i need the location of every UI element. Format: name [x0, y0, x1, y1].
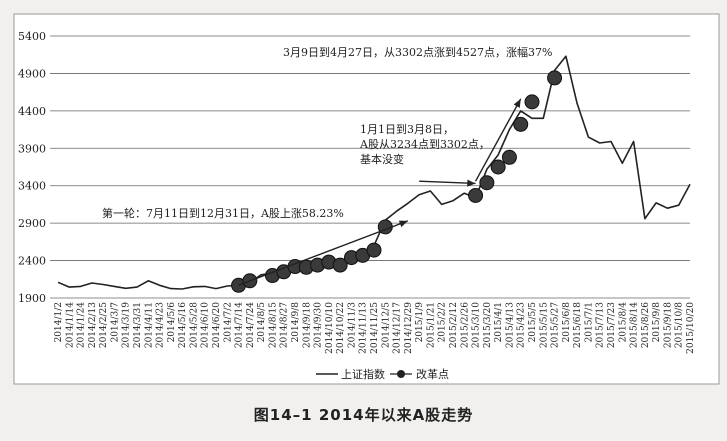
- x-tick-label: 2014/9/8: [291, 302, 301, 343]
- x-tick-label: 2015/4/1: [494, 302, 504, 342]
- x-tick-label: 2015/7/1: [584, 302, 594, 342]
- x-tick-label: 2015/5/15: [539, 302, 549, 348]
- legend-label: 改革点: [416, 367, 449, 381]
- x-tick-label: 2015/9/18: [663, 302, 673, 348]
- reform-point: [524, 94, 540, 110]
- x-tick-label: 2014/5/28: [189, 302, 199, 348]
- x-tick-label: 2015/3/10: [472, 302, 482, 348]
- annotation-arrow: [474, 98, 522, 182]
- y-tick-label: 5400: [18, 30, 46, 43]
- reform-point: [547, 70, 563, 86]
- x-tick-label: 2015/9/8: [652, 302, 662, 343]
- x-tick-label: 2014/12/29: [404, 302, 414, 354]
- x-tick-label: 2015/10/8: [675, 302, 685, 348]
- x-tick-label: 2015/4/13: [505, 302, 515, 348]
- reform-point: [501, 149, 517, 165]
- x-tick-label: 2014/12/5: [381, 302, 391, 348]
- y-tick-label: 3400: [18, 180, 46, 193]
- x-tick-label: 2015/8/14: [630, 302, 640, 348]
- x-tick-label: 2014/12/17: [393, 302, 403, 354]
- x-tick-label: 2014/10/10: [325, 302, 335, 354]
- x-tick-label: 2015/2/2: [438, 302, 448, 342]
- annotation-arrow: [419, 179, 476, 187]
- x-tick-label: 2014/2/13: [88, 302, 98, 348]
- legend-item-line: 上证指数: [316, 367, 385, 381]
- x-tick-label: 2014/9/30: [314, 302, 324, 348]
- x-tick-label: 2014/5/16: [178, 302, 188, 348]
- x-tick-label: 2015/8/26: [641, 302, 651, 348]
- x-tick-label: 2015/6/8: [562, 302, 572, 343]
- x-tick-label: 2015/2/26: [460, 302, 470, 348]
- legend-label: 上证指数: [341, 367, 385, 381]
- x-tick-label: 2015/4/23: [517, 302, 527, 348]
- x-tick-label: 2015/6/18: [573, 302, 583, 348]
- x-tick-label: 2014/4/11: [144, 302, 154, 348]
- annotation-arrow: [238, 220, 409, 286]
- x-tick-label: 2014/11/3: [347, 302, 357, 348]
- x-tick-label: 2015/8/4: [618, 302, 628, 343]
- x-tick-label: 2014/3/19: [122, 302, 132, 348]
- x-tick-label: 2014/7/24: [246, 302, 256, 348]
- x-tick-label: 2014/9/18: [302, 302, 312, 348]
- reform-point: [479, 175, 495, 191]
- x-tick-label: 2014/4/23: [156, 302, 166, 348]
- x-tick-label: 2014/5/6: [167, 302, 177, 343]
- x-tick-label: 2015/7/13: [596, 302, 606, 348]
- reform-point: [513, 116, 529, 132]
- y-tick-label: 2400: [18, 255, 46, 268]
- x-tick-label: 2014/1/14: [65, 302, 75, 348]
- x-tick-label: 2014/2/25: [99, 302, 109, 348]
- x-tick-label: 2015/3/20: [483, 302, 493, 348]
- chart-annotation: A股从3234点到3302点，: [359, 138, 490, 151]
- y-tick-label: 3900: [18, 142, 46, 155]
- x-tick-label: 2015/5/5: [528, 302, 538, 343]
- chart-annotation: 第一轮：7月11日到12月31日，A股上涨58.23%: [102, 206, 344, 220]
- x-tick-label: 2014/3/31: [133, 302, 143, 348]
- x-tick-label: 2014/11/25: [370, 302, 380, 354]
- x-tick-label: 2015/1/9: [415, 302, 425, 343]
- x-tick-label: 2015/2/12: [449, 302, 459, 348]
- reform-point: [468, 187, 484, 203]
- legend-item-marker: 改革点: [390, 367, 449, 381]
- x-tick-label: 2014/7/2: [223, 302, 233, 342]
- x-tick-label: 2015/7/23: [607, 302, 617, 348]
- x-tick-label: 2014/11/13: [359, 302, 369, 354]
- legend-marker-swatch: [397, 370, 405, 378]
- y-tick-label: 4900: [18, 67, 46, 80]
- y-tick-label: 2900: [18, 217, 46, 230]
- x-tick-label: 2014/10/22: [336, 302, 346, 354]
- x-tick-label: 2014/1/2: [54, 302, 64, 342]
- chart-annotation: 1月1日到3月8日，: [360, 123, 454, 136]
- chart-frame: [13, 13, 720, 385]
- x-tick-label: 2015/5/27: [551, 302, 561, 348]
- reform-point: [490, 159, 506, 175]
- x-tick-label: 2014/3/7: [110, 302, 120, 343]
- x-tick-label: 2014/8/15: [268, 302, 278, 348]
- y-tick-label: 4400: [18, 105, 46, 118]
- chart-annotation: 3月9日到4月27日，从3302点涨到4527点，涨幅37%: [283, 46, 552, 59]
- x-tick-label: 2014/7/14: [235, 302, 245, 348]
- x-tick-label: 2014/6/20: [212, 302, 222, 348]
- x-tick-label: 2015/10/20: [686, 302, 696, 354]
- x-tick-label: 2014/6/10: [201, 302, 211, 348]
- x-tick-label: 2014/1/24: [77, 302, 87, 348]
- chart-annotation: 基本没变: [360, 152, 404, 166]
- reform-point: [332, 257, 348, 273]
- x-tick-label: 2014/8/27: [280, 302, 290, 348]
- figure-caption: 图14–1 2014年以来A股走势: [253, 406, 474, 424]
- x-tick-label: 2015/1/21: [426, 302, 436, 348]
- x-tick-label: 2014/8/5: [257, 302, 267, 343]
- reform-point: [366, 242, 382, 258]
- y-tick-label: 1900: [18, 292, 46, 305]
